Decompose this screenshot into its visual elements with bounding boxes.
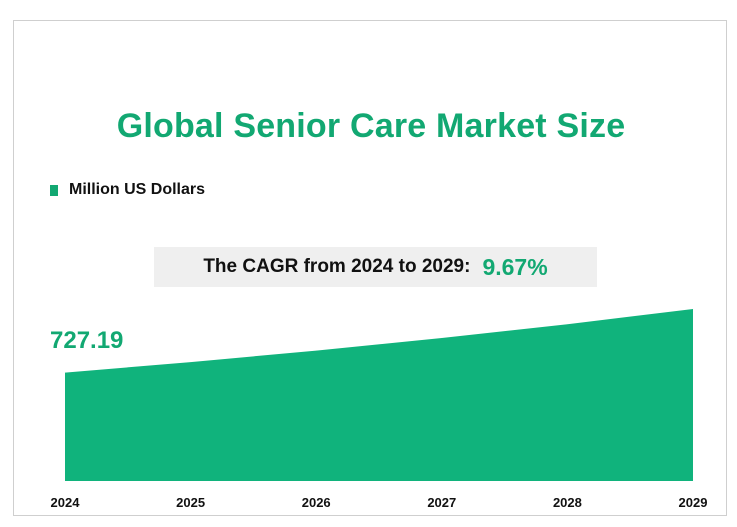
legend-swatch xyxy=(50,184,58,196)
first-value-label: 727.19 xyxy=(50,327,124,354)
chart-card: Global Senior Care Market Size Million U… xyxy=(13,20,727,516)
x-tick-label: 2024 xyxy=(51,495,81,510)
area-series-market-size xyxy=(65,309,693,481)
cagr-value: 9.67% xyxy=(482,253,548,280)
area-chart: 2024 2025 2026 2027 2028 2029 xyxy=(51,308,708,510)
cagr-label: The CAGR from 2024 to 2029: xyxy=(203,256,471,277)
cagr-box: The CAGR from 2024 to 2029: 9.67% xyxy=(154,247,597,287)
legend-label: Million US Dollars xyxy=(69,181,206,198)
x-tick-label: 2027 xyxy=(427,495,456,510)
legend: Million US Dollars xyxy=(50,181,205,199)
x-tick-label: 2026 xyxy=(302,495,331,510)
chart-title: Global Senior Care Market Size xyxy=(116,107,626,145)
x-tick-label: 2029 xyxy=(679,495,708,510)
x-tick-label: 2025 xyxy=(176,495,205,510)
x-tick-label: 2028 xyxy=(553,495,582,510)
